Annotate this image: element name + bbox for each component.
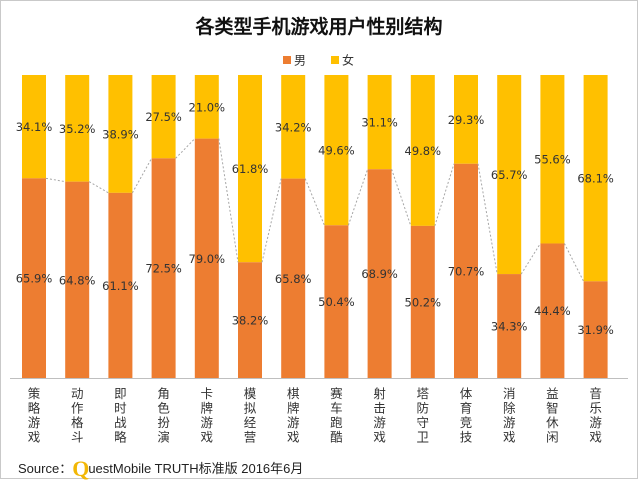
bar-connector-line (347, 169, 369, 226)
source-label: Source： (18, 461, 73, 476)
bar-female (238, 75, 262, 263)
data-label-male: 31.9% (577, 323, 614, 337)
data-label-female: 31.1% (361, 116, 398, 130)
bar-female (454, 75, 478, 164)
x-tick-label: 消除游戏 (503, 386, 516, 445)
bar-female (324, 75, 349, 226)
data-label-male: 65.8% (275, 272, 312, 286)
data-label-male: 38.2% (232, 314, 269, 328)
bar-male (497, 274, 522, 378)
x-tick-label: 音乐游戏 (589, 386, 602, 445)
data-label-male: 68.9% (361, 267, 398, 281)
x-tick-label: 塔防守卫 (417, 386, 430, 445)
data-label-male: 79.0% (189, 252, 226, 266)
bar-male (324, 225, 349, 378)
bar-connector-line (304, 178, 325, 226)
data-label-female: 34.2% (275, 120, 312, 134)
data-label-male: 50.2% (405, 295, 442, 309)
bar-male (108, 192, 133, 378)
data-label-female: 49.6% (318, 144, 355, 158)
x-tick-label: 射击游戏 (373, 386, 386, 445)
legend-swatch-male (283, 56, 291, 64)
data-label-female: 49.8% (405, 144, 442, 158)
bar-female (281, 75, 306, 179)
data-label-female: 65.7% (491, 168, 528, 182)
bar-male (281, 178, 306, 378)
data-label-male: 70.7% (448, 264, 485, 278)
data-label-female: 68.1% (577, 172, 614, 186)
bar-female (108, 75, 133, 193)
x-tick-label: 益智休闲 (546, 386, 559, 445)
data-label-male: 34.3% (491, 320, 528, 334)
bar-connector-line (175, 138, 196, 159)
bar-female (410, 75, 435, 226)
bar-female (540, 75, 565, 244)
bar-connector-line (45, 177, 66, 183)
x-tick-label: 卡牌游戏 (201, 386, 214, 445)
x-tick-label: 模拟经营 (244, 386, 257, 445)
x-tick-label: 即时战略 (114, 386, 127, 445)
data-label-male: 61.1% (102, 279, 139, 293)
data-label-male: 64.8% (59, 273, 96, 287)
data-label-male: 44.4% (534, 304, 571, 318)
bar-connector-line (218, 138, 239, 263)
bar-male (22, 178, 46, 378)
bar-connector-line (477, 163, 498, 275)
x-tick-label: 体育竞技 (460, 386, 473, 445)
bar-male (194, 138, 219, 378)
bar-connector-line (261, 178, 282, 263)
bar-connector-line (520, 243, 541, 275)
bar-male (151, 158, 176, 378)
x-tick-label: 棋牌游戏 (287, 386, 300, 445)
bar-male (454, 163, 478, 378)
chart-title: 各类型手机游戏用户性别结构 (194, 15, 442, 38)
bar-connector-line (131, 158, 153, 194)
bar-male (540, 243, 565, 378)
source-text: uestMobile TRUTH标准版 2016年6月 (88, 461, 304, 476)
questmobile-q-logo: Q (72, 456, 90, 481)
x-tick-label: 动作格斗 (71, 386, 84, 445)
bar-male (583, 281, 608, 378)
bar-female (22, 75, 46, 179)
legend-label-female: 女 (342, 53, 354, 68)
data-label-male: 50.4% (318, 295, 355, 309)
bar-connector-line (391, 169, 412, 227)
bar-female (583, 75, 608, 282)
data-label-female: 27.5% (145, 110, 182, 124)
bar-female (151, 75, 176, 159)
data-label-female: 61.8% (232, 162, 269, 176)
bar-female (367, 75, 392, 170)
bar-male (238, 262, 262, 378)
bar-connector-line (563, 243, 585, 282)
bar-female (194, 75, 219, 139)
data-label-female: 34.1% (16, 120, 53, 134)
source-footer: Source：QuestMobile TRUTH标准版 2016年6月 (18, 456, 303, 482)
data-label-male: 65.9% (16, 272, 53, 286)
bar-male (367, 169, 392, 378)
x-tick-label: 策略游戏 (28, 386, 41, 445)
data-label-female: 21.0% (189, 100, 226, 114)
data-label-female: 55.6% (534, 153, 571, 167)
bar-connector-line (434, 163, 455, 227)
legend-swatch-female (331, 56, 339, 64)
legend-label-male: 男 (294, 54, 306, 68)
data-label-male: 72.5% (145, 262, 182, 276)
data-label-female: 29.3% (448, 113, 485, 127)
bar-female (65, 75, 90, 182)
bar-connector-line (88, 181, 109, 194)
bar-female (497, 75, 522, 275)
x-tick-label: 角色扮演 (157, 386, 170, 445)
bar-male (410, 225, 435, 378)
data-label-female: 38.9% (102, 127, 139, 141)
x-tick-label: 赛车跑酷 (330, 386, 343, 445)
data-label-female: 35.2% (59, 122, 96, 136)
bar-male (65, 181, 90, 378)
